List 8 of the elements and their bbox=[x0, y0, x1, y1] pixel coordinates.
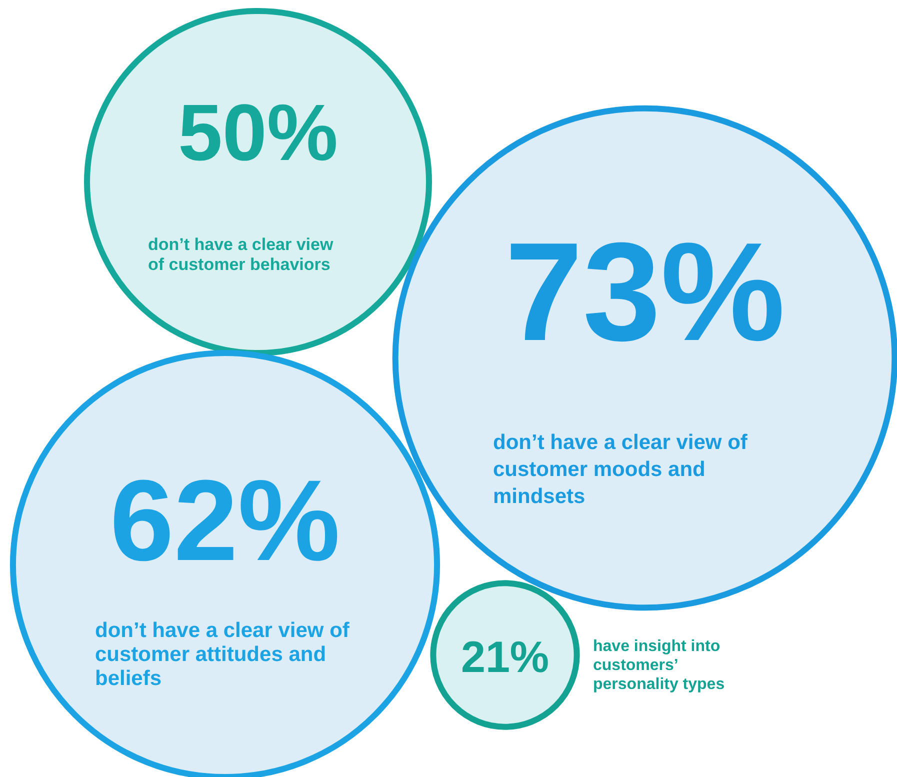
category-label: have insight into customers’ personality types bbox=[593, 638, 725, 693]
data-label: 50% bbox=[178, 88, 338, 177]
category-label: don’t have a clear view of customer behaviors bbox=[148, 235, 334, 274]
category-label: don’t have a clear view of customer attitudes and beliefs bbox=[95, 619, 350, 690]
category-label: don’t have a clear view of customer moods and mindsets bbox=[493, 431, 748, 508]
data-label: 73% bbox=[504, 213, 786, 370]
data-label: 21% bbox=[460, 633, 550, 682]
data-label: 62% bbox=[110, 457, 340, 585]
